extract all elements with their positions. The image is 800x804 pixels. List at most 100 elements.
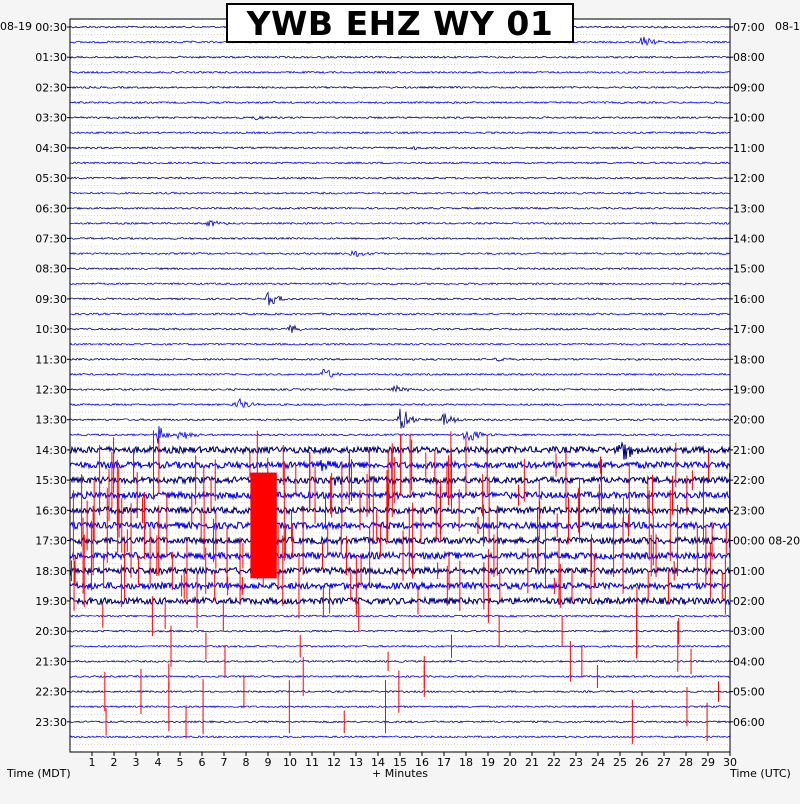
trace-row <box>69 100 731 105</box>
left-time-label: 18:30 <box>35 565 67 578</box>
x-tick-label: 18 <box>459 756 473 769</box>
trace-row <box>69 408 731 429</box>
left-time-label: 11:30 <box>35 353 67 366</box>
left-time-label: 14:30 <box>35 444 67 457</box>
x-tick-label: 9 <box>265 756 272 769</box>
right-time-label: 09:00 <box>733 81 765 94</box>
trace-row <box>69 236 731 241</box>
trace-row <box>69 161 731 165</box>
right-time-label: 19:00 <box>733 384 765 397</box>
right-time-label: 20:00 <box>733 414 765 427</box>
trace-row <box>69 282 731 286</box>
left-time-label: 12:30 <box>35 384 67 397</box>
trace-row <box>69 85 731 90</box>
left-time-label: 01:30 <box>35 51 67 64</box>
grid-lines <box>69 19 731 752</box>
x-tick-label: 29 <box>701 756 715 769</box>
plot-area <box>70 19 730 752</box>
time-labels: 00:30 01:30 02:30 03:30 04:30 05:30 06:30 07:30… <box>35 21 800 729</box>
trace-group <box>69 25 731 739</box>
trace-row <box>69 580 731 592</box>
right-time-label: 23:00 <box>733 504 765 517</box>
trace-row <box>69 720 731 724</box>
right-time-label: 07:00 <box>733 21 765 34</box>
trace-row <box>69 505 731 516</box>
trace-row <box>69 342 731 346</box>
right-time-label: 15:00 <box>733 263 765 276</box>
left-time-label: 22:30 <box>35 686 67 699</box>
x-tick-label: 24 <box>591 756 605 769</box>
right-time-label: 02:00 <box>733 595 765 608</box>
x-tick-label: 22 <box>547 756 561 769</box>
left-time-label: 10:30 <box>35 323 67 336</box>
trace-row <box>69 475 731 486</box>
right-time-label: 21:00 <box>733 444 765 457</box>
trace-row <box>69 219 731 227</box>
x-tick-label: 28 <box>679 756 693 769</box>
x-tick-label: 23 <box>569 756 583 769</box>
left-time-label: 23:30 <box>35 716 67 729</box>
trace-row <box>69 426 731 444</box>
left-time-label: 16:30 <box>35 504 67 517</box>
right-time-label: 18:00 <box>733 353 765 366</box>
left-time-label: 21:30 <box>35 655 67 668</box>
x-tick-label: 19 <box>481 756 495 769</box>
left-time-label: 05:30 <box>35 172 67 185</box>
x-tick-label: 8 <box>243 756 250 769</box>
left-time-label: 09:30 <box>35 293 67 306</box>
trace-row <box>69 145 731 151</box>
trace-row <box>69 291 731 306</box>
left-time-label: 08:30 <box>35 263 67 276</box>
trace-row <box>69 131 731 135</box>
trace-row <box>69 689 731 694</box>
trace-row <box>69 629 730 633</box>
left-time-label: 02:30 <box>35 81 67 94</box>
right-time-label: 22:00 <box>733 474 765 487</box>
trace-row <box>69 324 731 333</box>
right-time-label: 00:00 08-20 <box>733 535 800 548</box>
left-time-label: 00:30 <box>35 21 67 34</box>
trace-row <box>69 674 730 679</box>
x-tick-label: 21 <box>525 756 539 769</box>
left-axis-label: Time (MDT) <box>6 767 71 780</box>
trace-row <box>69 368 731 378</box>
right-time-label: 13:00 <box>733 202 765 215</box>
trace-row <box>69 520 731 531</box>
right-time-label: 16:00 <box>733 293 765 306</box>
right-time-label: 03:00 <box>733 625 765 638</box>
trace-row <box>69 595 731 606</box>
left-time-label: 19:30 <box>35 595 67 608</box>
trace-row <box>69 565 731 577</box>
trace-row <box>69 490 731 501</box>
x-tick-label: 1 <box>89 756 96 769</box>
trace-row <box>69 705 731 709</box>
trace-row <box>69 397 731 408</box>
right-time-label: 11:00 <box>733 142 765 155</box>
x-tick-label: 10 <box>283 756 297 769</box>
trace-row <box>69 550 731 561</box>
x-tick-label: 14 <box>371 756 385 769</box>
chart-title: YWB EHZ WY 01 <box>226 3 574 43</box>
x-tick-label: 3 <box>133 756 140 769</box>
trace-row <box>69 206 731 210</box>
x-tick-label: 6 <box>199 756 206 769</box>
left-time-label: 15:30 <box>35 474 67 487</box>
clip-group <box>71 430 731 744</box>
trace-row <box>69 614 731 618</box>
trace-row <box>70 384 731 393</box>
trace-row <box>69 115 731 121</box>
trace-row <box>69 459 731 472</box>
right-time-label: 08:00 <box>733 51 765 64</box>
trace-row <box>69 55 731 59</box>
trace-row <box>69 70 730 74</box>
trace-row <box>69 249 731 258</box>
trace-row <box>69 735 731 739</box>
right-time-label: 17:00 <box>733 323 765 336</box>
trace-row <box>69 441 731 460</box>
saturated-block <box>250 472 277 579</box>
x-ticks: 1 2 3 4 5 6 7 8 9 10 11 12 13 14 15 16 17 18 19 20 21 22 23 24 2… <box>89 752 737 769</box>
left-time-label: 03:30 <box>35 112 67 125</box>
x-tick-label: 17 <box>437 756 451 769</box>
x-tick-label: 11 <box>305 756 319 769</box>
